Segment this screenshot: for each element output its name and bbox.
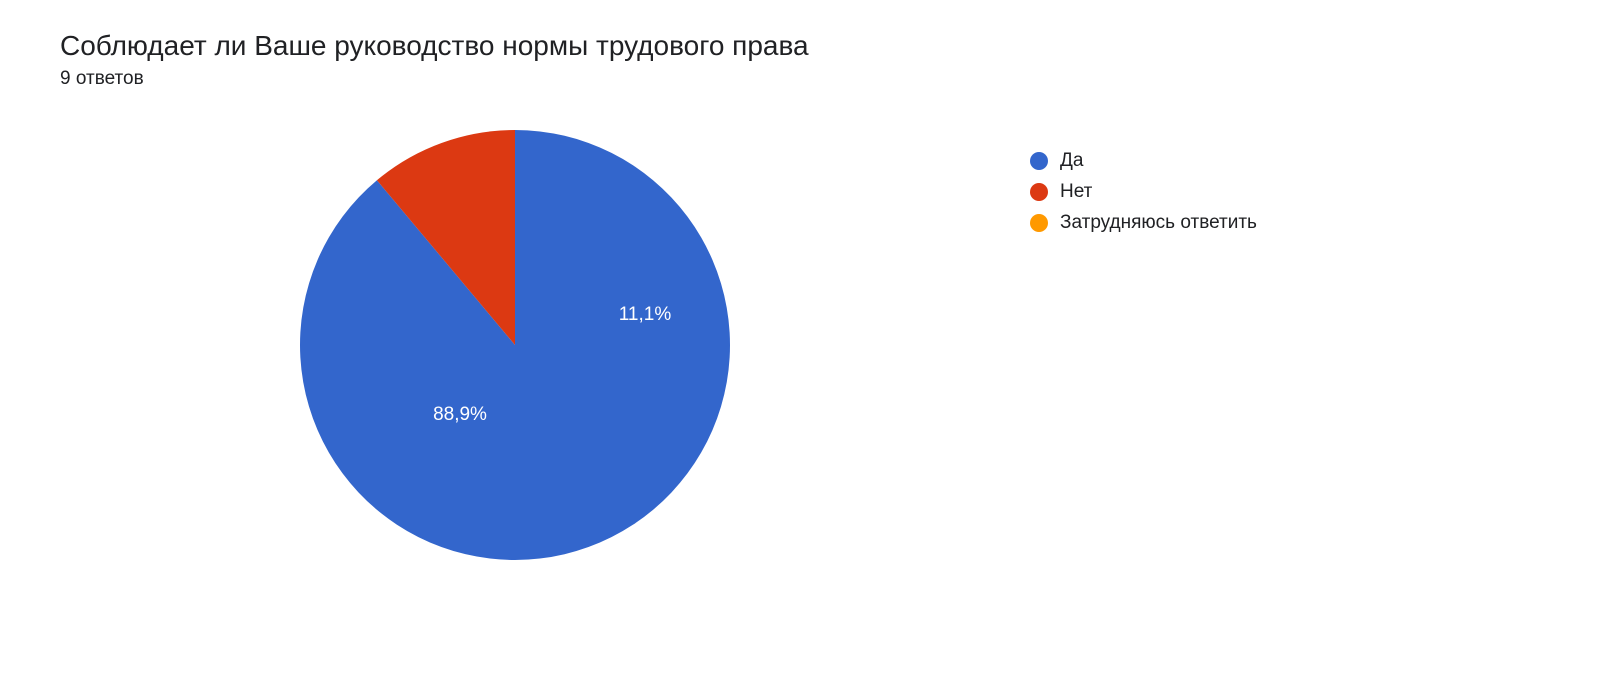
chart-legend: Да Нет Затрудняюсь ответить xyxy=(1030,150,1257,243)
pie-svg: 88,9% 11,1% xyxy=(290,120,750,580)
legend-item-2: Затрудняюсь ответить xyxy=(1030,212,1257,234)
legend-label-0: Да xyxy=(1060,150,1083,172)
pie-slice-label-1: 11,1% xyxy=(619,304,672,325)
chart-header: Соблюдает ли Ваше руководство нормы труд… xyxy=(60,30,1540,90)
chart-area: 88,9% 11,1% Да Нет Затрудняюсь ответить xyxy=(60,120,1540,585)
chart-subtitle: 9 ответов xyxy=(60,68,1540,90)
legend-item-0: Да xyxy=(1030,150,1257,172)
pie-chart: 88,9% 11,1% xyxy=(290,120,750,585)
legend-swatch-1 xyxy=(1030,183,1048,201)
legend-item-1: Нет xyxy=(1030,181,1257,203)
chart-title: Соблюдает ли Ваше руководство нормы труд… xyxy=(60,30,1540,62)
legend-label-1: Нет xyxy=(1060,181,1092,203)
pie-slice-label-0: 88,9% xyxy=(433,404,487,425)
legend-label-2: Затрудняюсь ответить xyxy=(1060,212,1257,234)
legend-swatch-2 xyxy=(1030,214,1048,232)
legend-swatch-0 xyxy=(1030,152,1048,170)
